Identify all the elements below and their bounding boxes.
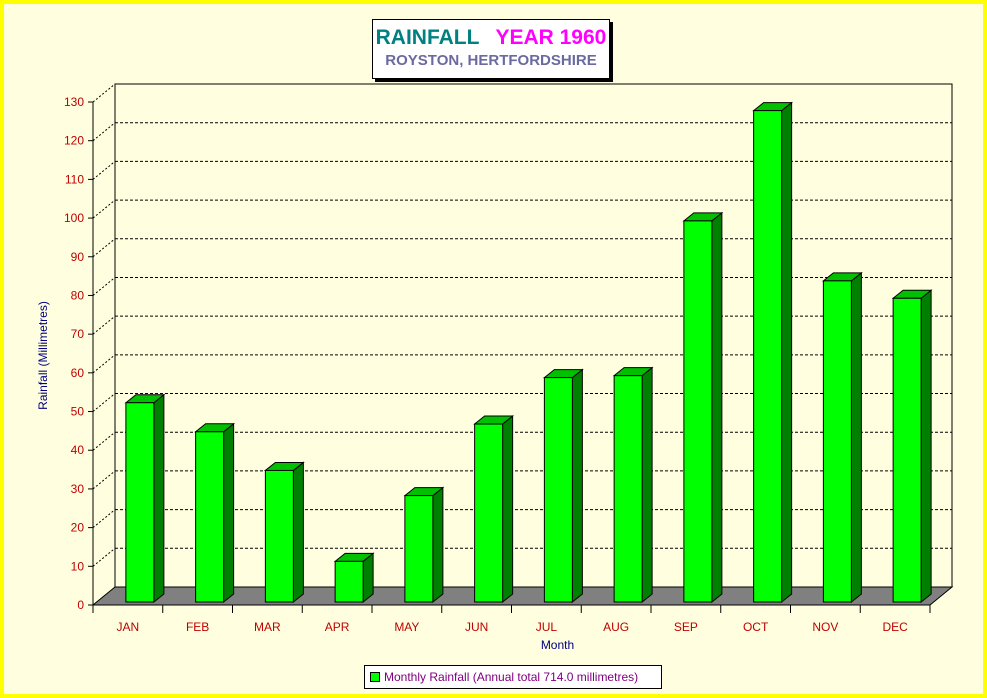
bar-side bbox=[432, 486, 444, 604]
gridline-diagonal bbox=[92, 393, 116, 412]
y-tick-label: 10 bbox=[71, 559, 85, 573]
bar bbox=[613, 375, 643, 603]
bar-side bbox=[920, 289, 932, 604]
bar-side bbox=[781, 101, 793, 604]
gridline-diagonal bbox=[92, 83, 116, 103]
bar-side bbox=[641, 366, 653, 604]
plot-back-wall bbox=[114, 83, 953, 587]
x-tick-label: MAR bbox=[254, 620, 281, 634]
bar-side bbox=[292, 461, 304, 604]
gridline-diagonal bbox=[92, 199, 116, 219]
gridline-diagonal bbox=[92, 431, 116, 451]
x-tick-label: SEP bbox=[674, 620, 698, 634]
gridline-diagonal bbox=[92, 354, 116, 374]
gridline-diagonal bbox=[92, 122, 116, 142]
title-year: YEAR 1960 bbox=[495, 26, 607, 49]
bar bbox=[404, 495, 434, 603]
y-tick-label: 100 bbox=[64, 211, 84, 225]
x-tick-label: FEB bbox=[186, 620, 209, 634]
y-tick-label: 30 bbox=[71, 482, 85, 496]
x-tick-label: JUL bbox=[536, 620, 558, 634]
chart-title-box: RAINFALL YEAR 1960 ROYSTON, HERTFORDSHIRE bbox=[372, 19, 610, 79]
y-tick-label: 80 bbox=[71, 288, 85, 302]
x-tick-label: DEC bbox=[882, 620, 908, 634]
y-tick-label: 130 bbox=[64, 95, 84, 109]
chart-title: RAINFALL YEAR 1960 bbox=[373, 26, 609, 50]
bar bbox=[474, 423, 504, 603]
bar bbox=[195, 431, 225, 603]
x-tick-label: APR bbox=[325, 620, 350, 634]
legend-label: Monthly Rainfall (Annual total 714.0 mil… bbox=[384, 670, 639, 684]
x-tick-label: JAN bbox=[117, 620, 140, 634]
y-axis-title: Rainfall (Millimetres) bbox=[36, 301, 50, 410]
bar-side bbox=[153, 393, 165, 604]
legend: Monthly Rainfall (Annual total 714.0 mil… bbox=[364, 665, 662, 689]
gridline-diagonal bbox=[92, 238, 116, 258]
title-rainfall: RAINFALL bbox=[375, 26, 480, 49]
chart-subtitle: ROYSTON, HERTFORDSHIRE bbox=[385, 52, 597, 69]
x-tick-label: JUN bbox=[465, 620, 488, 634]
bar bbox=[543, 377, 573, 603]
y-tick-label: 60 bbox=[71, 366, 85, 380]
bar bbox=[753, 110, 783, 603]
bar-side bbox=[502, 414, 514, 604]
y-tick-label: 50 bbox=[71, 405, 85, 419]
bar bbox=[892, 297, 922, 603]
y-tick-label: 70 bbox=[71, 327, 85, 341]
gridline-diagonal bbox=[92, 509, 116, 529]
x-tick-label: MAY bbox=[394, 620, 419, 634]
bar-side bbox=[571, 368, 583, 604]
y-tick-label: 90 bbox=[71, 250, 85, 264]
bar-side bbox=[223, 422, 235, 604]
bar bbox=[264, 469, 294, 603]
gridline-diagonal bbox=[92, 547, 116, 567]
bar bbox=[822, 280, 852, 603]
y-tick-label: 0 bbox=[77, 598, 84, 612]
y-tick-label: 120 bbox=[64, 134, 84, 148]
x-tick-label: NOV bbox=[812, 620, 838, 634]
x-tick-label: OCT bbox=[743, 620, 769, 634]
legend-swatch bbox=[370, 672, 380, 682]
x-tick-label: AUG bbox=[603, 620, 629, 634]
y-tick-label: 110 bbox=[65, 172, 84, 186]
y-tick-label: 20 bbox=[71, 521, 85, 535]
bar-side bbox=[850, 271, 862, 604]
x-axis-title: Month bbox=[541, 638, 574, 652]
gridline-diagonal bbox=[92, 277, 116, 296]
gridline-diagonal bbox=[92, 315, 116, 335]
y-tick-label: 40 bbox=[71, 443, 85, 457]
bar-side bbox=[711, 211, 723, 604]
gridline-diagonal bbox=[92, 470, 116, 490]
gridline-diagonal bbox=[92, 160, 116, 180]
bar bbox=[334, 560, 364, 603]
bar bbox=[125, 402, 155, 603]
bar bbox=[683, 220, 713, 603]
